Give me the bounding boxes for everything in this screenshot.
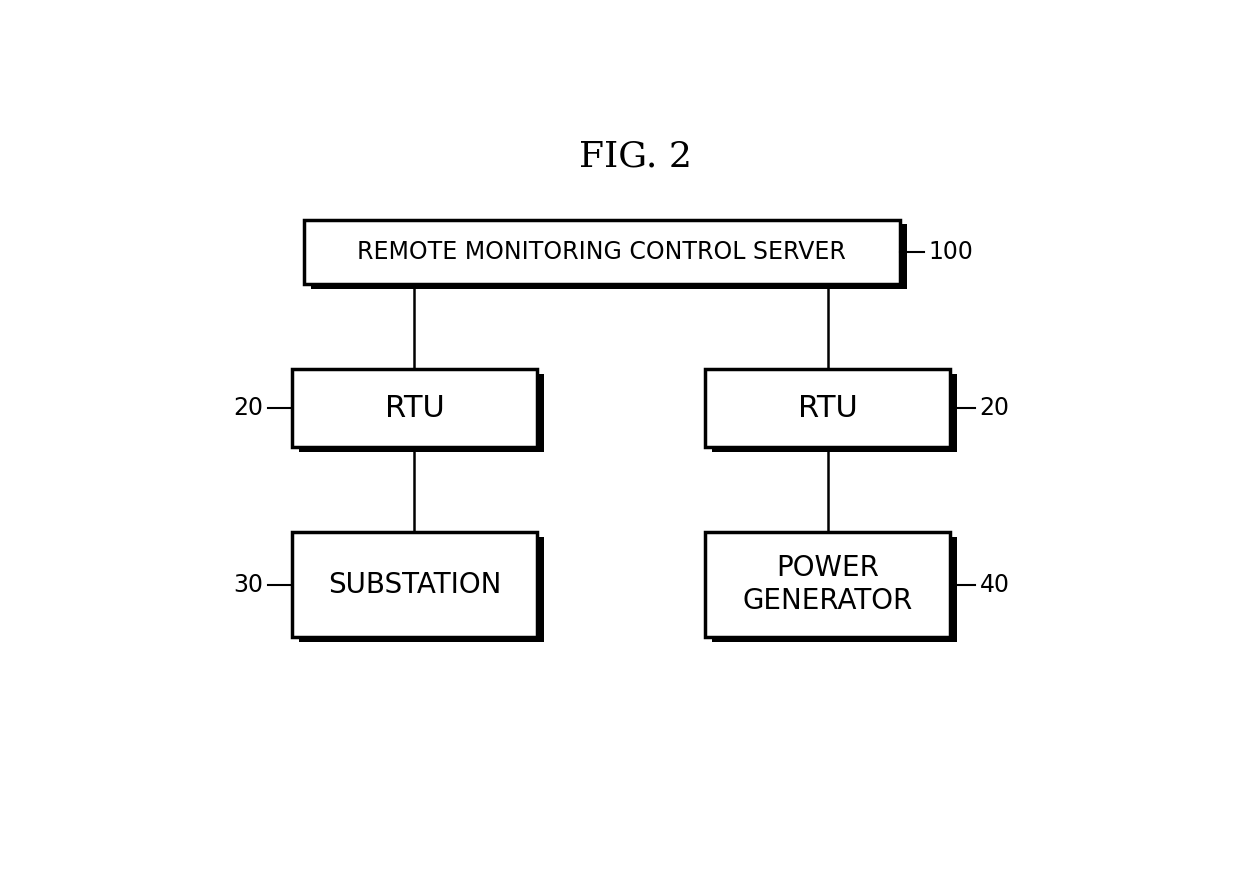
Bar [311,224,906,289]
Text: RTU: RTU [797,393,858,422]
Bar [712,374,957,452]
Bar [706,369,950,447]
Text: SUBSTATION: SUBSTATION [327,571,501,599]
Text: 20: 20 [980,396,1009,420]
Bar [706,532,950,638]
Text: 30: 30 [233,572,264,596]
Text: 40: 40 [980,572,1009,596]
Text: 100: 100 [929,240,973,264]
Bar [299,537,543,642]
Text: POWER
GENERATOR: POWER GENERATOR [743,555,913,615]
Text: FIG. 2: FIG. 2 [579,139,692,174]
Bar [712,537,957,642]
Bar [291,532,537,638]
Bar [291,369,537,447]
Text: 20: 20 [233,396,264,420]
Bar [299,374,543,452]
Text: REMOTE MONITORING CONTROL SERVER: REMOTE MONITORING CONTROL SERVER [357,240,847,264]
Text: RTU: RTU [384,393,444,422]
Bar [304,220,900,284]
